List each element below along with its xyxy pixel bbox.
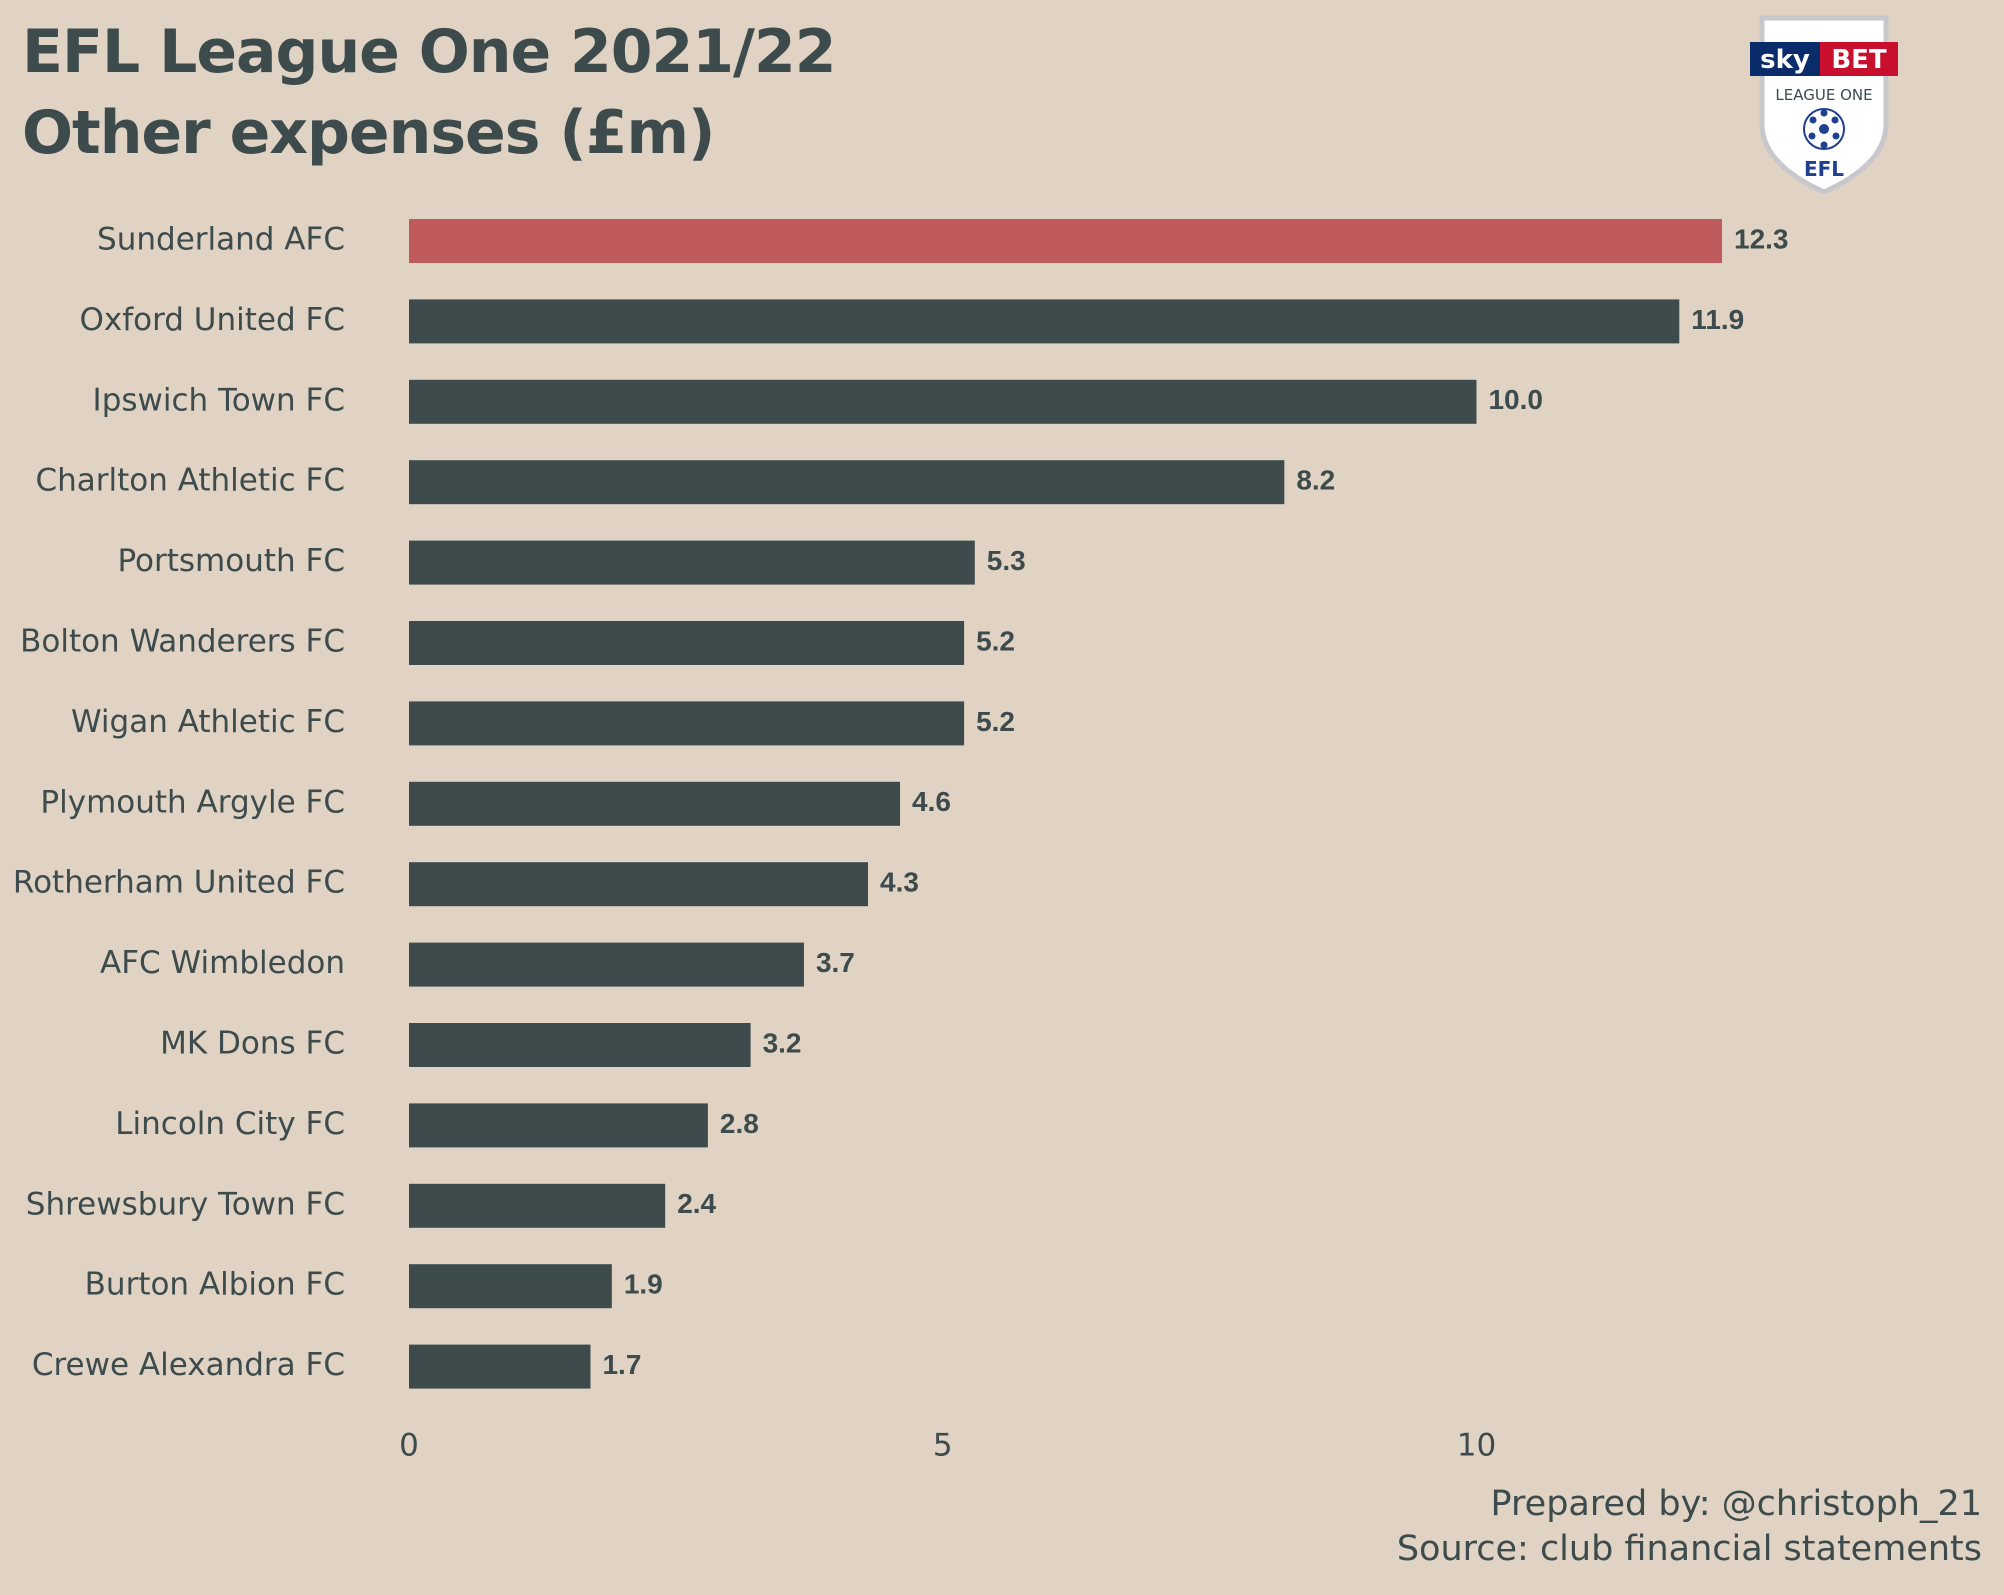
value-label: 3.7 [816,947,855,978]
category-label: Lincoln City FC [115,1106,345,1142]
value-label: 10.0 [1488,384,1543,415]
value-label: 1.7 [602,1349,641,1380]
value-labels-group: 12.3 11.9 10.0 8.2 5.3 5.2 5.2 4.6 4.3 3.7 3.2 2.8 2… [602,223,1788,1380]
value-label: 2.4 [677,1188,716,1219]
logo-sky-text: sky [1760,45,1810,75]
category-label: MK Dons FC [160,1026,345,1062]
sky-bet-league-one-logo: sky BET LEAGUE ONE EFL [1750,15,1898,195]
category-label: Portsmouth FC [117,543,345,579]
bar [409,1023,751,1067]
value-label: 12.3 [1734,223,1789,254]
category-label: Charlton Athletic FC [35,463,345,499]
chart-title-line-2: Other expenses (£m) [22,98,715,168]
bar [409,701,965,746]
value-label: 11.9 [1691,304,1744,335]
category-label: Wigan Athletic FC [71,704,345,740]
category-labels-group: Sunderland AFC Oxford United FC Ipswich To… [13,222,345,1384]
category-label: Ipswich Town FC [93,382,345,418]
value-label: 4.3 [880,867,919,898]
bar [409,219,1722,263]
source-credit: Source: club financial statements [1396,1529,1982,1569]
x-axis-ticks-group: 0 5 10 [399,1428,1496,1464]
bar [409,1183,666,1228]
value-label: 1.9 [624,1269,663,1300]
category-label: Sunderland AFC [97,222,345,258]
value-label: 5.2 [976,625,1015,656]
chart-title-line-1: EFL League One 2021/22 [22,17,836,87]
category-label: Crewe Alexandra FC [32,1347,345,1383]
logo-efl-text: EFL [1804,157,1844,181]
category-label: Burton Albion FC [85,1267,345,1303]
bars-group [409,219,1722,1389]
bar [409,862,869,907]
value-label: 3.2 [763,1027,802,1058]
bar [409,460,1285,505]
category-label: Oxford United FC [79,302,345,338]
category-label: AFC Wimbledon [100,945,345,981]
category-label: Bolton Wanderers FC [20,624,345,660]
value-label: 4.6 [912,786,951,817]
logo-league-text: LEAGUE ONE [1775,86,1872,104]
category-label: Shrewsbury Town FC [26,1186,345,1222]
x-tick-label: 10 [1457,1428,1496,1464]
value-label: 2.8 [720,1108,759,1139]
value-label: 8.2 [1296,465,1335,496]
x-tick-label: 0 [399,1428,419,1464]
prepared-by-credit: Prepared by: @christoph_21 [1490,1484,1982,1524]
bar [409,621,965,665]
bar [409,1344,591,1389]
bar [409,781,901,826]
value-label: 5.2 [976,706,1015,737]
bar [409,379,1477,424]
bar [409,942,804,987]
category-label: Rotherham United FC [13,865,345,901]
value-label: 5.3 [987,545,1026,576]
bar [409,1103,708,1148]
bar [409,299,1680,344]
category-label: Plymouth Argyle FC [40,784,345,820]
bar [409,540,975,585]
logo-bet-text: BET [1831,45,1887,75]
x-tick-label: 5 [933,1428,953,1464]
football-icon [1803,108,1845,150]
bar [409,1264,612,1309]
